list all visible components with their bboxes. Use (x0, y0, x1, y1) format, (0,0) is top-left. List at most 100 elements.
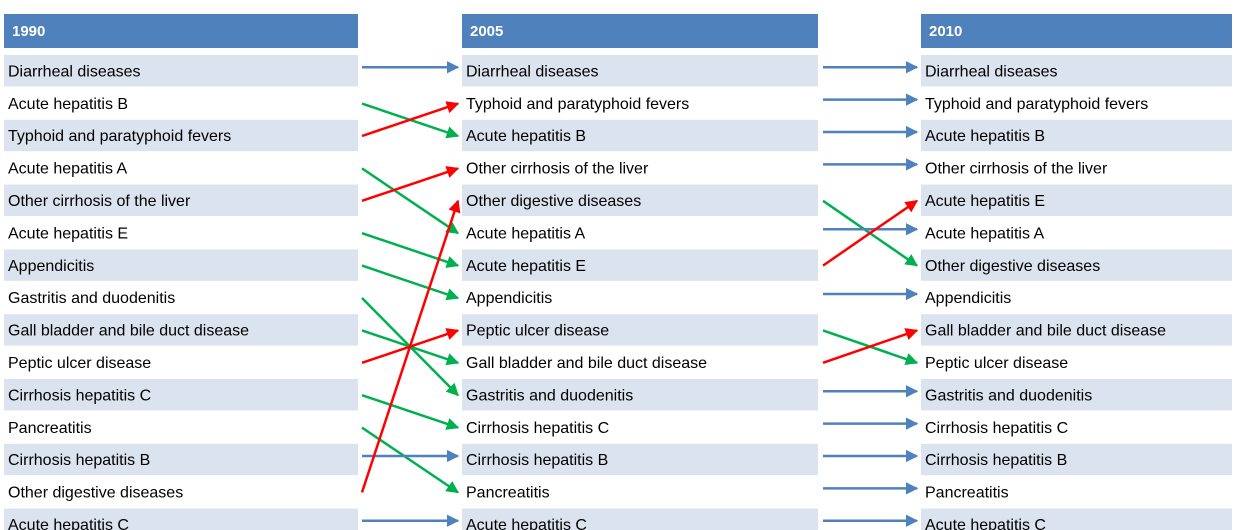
row-label: Acute hepatitis A (925, 225, 1045, 242)
row-label: Acute hepatitis E (925, 193, 1045, 210)
row-bg (462, 314, 818, 346)
row-bg (921, 443, 1232, 476)
row-bg (4, 281, 358, 314)
row-label: Acute hepatitis C (925, 517, 1046, 530)
row-bg (462, 411, 818, 443)
row-bg (4, 217, 358, 249)
row-bg (921, 411, 1232, 443)
row-label: Typhoid and paratyphoid fevers (925, 96, 1148, 113)
row-bg (4, 249, 358, 281)
row-bg (921, 508, 1232, 530)
row-bg (4, 508, 358, 530)
row-label: Other cirrhosis of the liver (8, 193, 191, 210)
row-label: Acute hepatitis E (8, 225, 128, 242)
row-label: Cirrhosis hepatitis C (8, 387, 151, 404)
row-bg (921, 314, 1232, 346)
column-header (921, 14, 1232, 48)
row-bg (462, 379, 818, 411)
row-label: Typhoid and paratyphoid fevers (8, 128, 231, 145)
row-bg (462, 443, 818, 476)
row-label: Cirrhosis hepatitis B (925, 452, 1067, 469)
row-label: Acute hepatitis A (8, 161, 128, 178)
row-bg (921, 152, 1232, 184)
rows: 1990 Diarrheal diseases Acute hepatitis B T… (4, 14, 1232, 530)
row-label: Acute hepatitis B (8, 96, 128, 113)
row-bg (921, 217, 1232, 249)
row-bg (462, 217, 818, 249)
row-label: Acute hepatitis B (466, 128, 586, 145)
row-bg (462, 152, 818, 184)
row-label: Appendicitis (466, 290, 552, 307)
row-label: Pancreatitis (925, 485, 1009, 502)
row-bg (4, 314, 358, 346)
row-bg (4, 87, 358, 119)
row-label: Pancreatitis (8, 420, 92, 437)
row-bg (462, 87, 818, 119)
column-header (4, 14, 358, 48)
column-header-text: 2005 (470, 23, 503, 40)
row-bg (462, 249, 818, 281)
row-bg (4, 443, 358, 476)
rank-arrow (361, 101, 460, 138)
row-label: Peptic ulcer disease (925, 355, 1068, 372)
row-bg (921, 379, 1232, 411)
row-bg (4, 184, 358, 216)
row-label: Diarrheal diseases (925, 63, 1058, 80)
column-header (462, 14, 818, 48)
column-header-text: 1990 (12, 23, 45, 40)
row-label: Other cirrhosis of the liver (925, 161, 1108, 178)
row-label: Gastritis and duodenitis (8, 290, 175, 307)
row-label: Other cirrhosis of the liver (466, 161, 649, 178)
row-label: Acute hepatitis C (8, 517, 129, 530)
row-label: Gall bladder and bile duct disease (925, 323, 1166, 340)
arrows (360, 60, 919, 528)
row-label: Cirrhosis hepatitis B (8, 452, 150, 469)
rank-arrow (361, 264, 460, 301)
row-label: Cirrhosis hepatitis C (466, 420, 609, 437)
row-bg (921, 346, 1232, 378)
row-label: Appendicitis (8, 258, 94, 275)
row-label: Acute hepatitis C (466, 517, 587, 530)
row-label: Gall bladder and bile duct disease (8, 323, 249, 340)
row-label: Acute hepatitis B (925, 128, 1045, 145)
row-label: Acute hepatitis E (466, 258, 586, 275)
row-label: Other digestive diseases (466, 193, 641, 210)
row-label: Gastritis and duodenitis (466, 387, 633, 404)
rank-arrow (360, 199, 461, 493)
row-bg (921, 119, 1232, 152)
row-label: Diarrheal diseases (8, 63, 141, 80)
row-bg (921, 184, 1232, 216)
row-label: Cirrhosis hepatitis C (925, 420, 1068, 437)
rank-arrow (361, 394, 460, 430)
column-header-text: 2010 (929, 23, 962, 40)
row-label: Other digestive diseases (925, 258, 1100, 275)
row-bg (4, 152, 358, 184)
row-bg (462, 55, 818, 87)
row-bg (4, 379, 358, 411)
rank-arrow (361, 232, 460, 268)
row-bg (462, 508, 818, 530)
row-label: Pancreatitis (466, 485, 550, 502)
rank-arrow (822, 199, 919, 267)
row-bg (921, 281, 1232, 314)
row-bg (4, 119, 358, 152)
row-bg (462, 281, 818, 314)
row-label: Diarrheal diseases (466, 63, 599, 80)
row-label: Appendicitis (925, 290, 1011, 307)
row-label: Gall bladder and bile duct disease (466, 355, 707, 372)
row-bg (921, 55, 1232, 87)
row-label: Cirrhosis hepatitis B (466, 452, 608, 469)
row-bg (921, 249, 1232, 281)
row-bg (462, 346, 818, 378)
row-label: Peptic ulcer disease (8, 355, 151, 372)
rank-arrow (361, 166, 460, 202)
rank-arrow (361, 167, 460, 235)
row-label: Gastritis and duodenitis (925, 387, 1092, 404)
row-bg (4, 55, 358, 87)
row-bg (4, 476, 358, 508)
rank-arrow (822, 328, 919, 364)
row-bg (462, 119, 818, 152)
row-bg (462, 476, 818, 508)
